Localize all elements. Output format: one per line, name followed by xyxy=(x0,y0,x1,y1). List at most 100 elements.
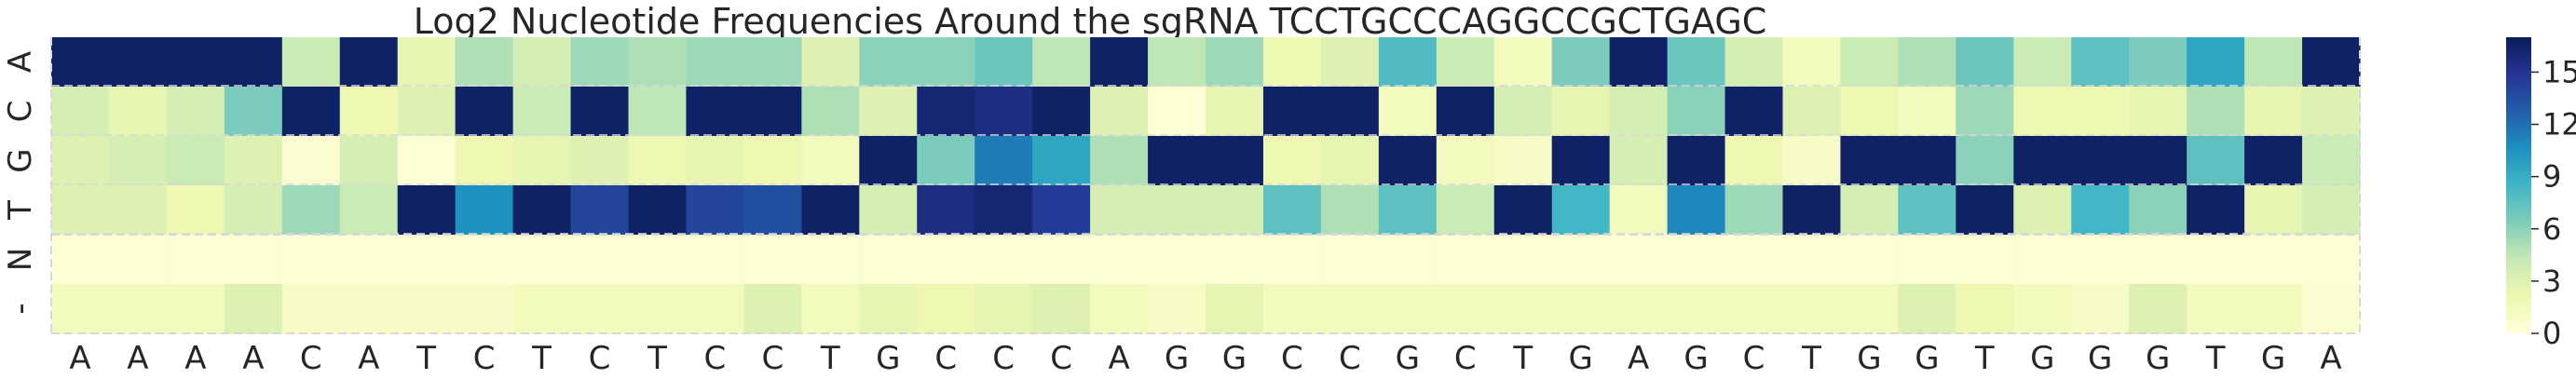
heatmap-cell-r1-c4 xyxy=(281,87,341,137)
heatmap-cell-r0-c21 xyxy=(1262,37,1322,88)
heatmap-cell-r0-c38 xyxy=(2244,37,2303,88)
heatmap-cell-r4-c30 xyxy=(1782,235,1842,285)
heatmap-cell-r1-c33 xyxy=(1956,87,2014,137)
heatmap-cell-r5-c1 xyxy=(108,284,168,334)
x-tick-label: C xyxy=(300,340,322,377)
heatmap-cell-r0-c22 xyxy=(1320,37,1380,88)
heatmap-cell-r2-c33 xyxy=(1956,136,2014,186)
heatmap-cell-r2-c34 xyxy=(2013,136,2072,186)
heatmap-cell-r5-c26 xyxy=(1551,284,1611,334)
heatmap-cell-r3-c10 xyxy=(628,185,688,236)
heatmap-cell-r0-c32 xyxy=(1898,37,1956,88)
heatmap-cell-r3-c8 xyxy=(512,185,572,236)
heatmap-cell-r2-c39 xyxy=(2302,136,2361,186)
heatmap-cell-r0-c7 xyxy=(455,37,514,88)
x-tick-label: C xyxy=(1743,340,1765,377)
x-tick-label: A xyxy=(242,340,264,377)
heatmap-cell-r4-c6 xyxy=(397,235,457,285)
heatmap-cell-r0-c30 xyxy=(1782,37,1842,88)
heatmap-cell-r5-c15 xyxy=(917,284,975,334)
x-tick-label: A xyxy=(127,340,148,377)
heatmap-cell-r0-c33 xyxy=(1956,37,2014,88)
heatmap-cell-r1-c36 xyxy=(2129,87,2188,137)
heatmap-cell-r5-c2 xyxy=(166,284,225,334)
heatmap-cell-r5-c25 xyxy=(1493,284,1553,334)
x-tick-label: A xyxy=(1628,340,1649,377)
heatmap-cell-r3-c28 xyxy=(1667,185,1726,236)
heatmap-cell-r3-c11 xyxy=(686,185,744,236)
heatmap-cell-r1-c14 xyxy=(859,87,918,137)
y-tick-label: T xyxy=(2,200,39,221)
heatmap-cell-r5-c14 xyxy=(859,284,918,334)
heatmap-cell-r0-c35 xyxy=(2071,37,2130,88)
heatmap-cell-r2-c24 xyxy=(1436,136,1495,186)
heatmap-cell-r4-c9 xyxy=(570,235,630,285)
heatmap-cell-r2-c36 xyxy=(2129,136,2188,186)
heatmap-cell-r2-c38 xyxy=(2244,136,2303,186)
x-tick-label: C xyxy=(589,340,611,377)
heatmap-cell-r3-c26 xyxy=(1551,185,1611,236)
colorbar-ticks: 0 3 6 9 12 15 xyxy=(2531,54,2576,351)
heatmap-cell-r3-c20 xyxy=(1206,185,1264,236)
x-tick-label: C xyxy=(934,340,957,377)
heatmap-cell-r0-c15 xyxy=(917,37,975,88)
y-tick-label: N xyxy=(2,248,39,271)
heatmap-cell-r1-c3 xyxy=(224,87,283,137)
heatmap-cell-r0-c19 xyxy=(1148,37,1206,88)
heatmap-cell-r2-c21 xyxy=(1262,136,1322,186)
x-tick-label: G xyxy=(876,340,900,377)
heatmap-cell-r1-c22 xyxy=(1320,87,1380,137)
heatmap-cell-r3-c5 xyxy=(339,185,399,236)
heatmap-cell-r2-c0 xyxy=(51,136,110,186)
heatmap-cell-r3-c30 xyxy=(1782,185,1842,236)
heatmap-cell-r1-c15 xyxy=(917,87,975,137)
heatmap-cell-r0-c3 xyxy=(224,37,283,88)
heatmap-cell-r4-c8 xyxy=(512,235,572,285)
heatmap-cell-r4-c5 xyxy=(339,235,399,285)
heatmap-cell-r5-c21 xyxy=(1262,284,1322,334)
x-tick-label: G xyxy=(2088,340,2112,377)
heatmap-cell-r4-c22 xyxy=(1320,235,1380,285)
heatmap-cell-r3-c27 xyxy=(1609,185,1669,236)
heatmap-cell-r1-c24 xyxy=(1436,87,1495,137)
heatmap-cell-r4-c13 xyxy=(801,235,860,285)
heatmap-cell-r3-c13 xyxy=(801,185,860,236)
heatmap-cell-r4-c33 xyxy=(1956,235,2014,285)
heatmap-cell-r1-c21 xyxy=(1262,87,1322,137)
heatmap-cell-r1-c7 xyxy=(455,87,514,137)
heatmap-cell-r3-c7 xyxy=(455,185,514,236)
heatmap-cell-r1-c2 xyxy=(166,87,225,137)
y-tick-label: A xyxy=(2,51,39,73)
heatmap-cell-r0-c27 xyxy=(1609,37,1669,88)
heatmap-cell-r5-c37 xyxy=(2187,284,2245,334)
heatmap-cell-r3-c36 xyxy=(2129,185,2188,236)
heatmap-cell-r2-c1 xyxy=(108,136,168,186)
heatmap-cell-r2-c35 xyxy=(2071,136,2130,186)
x-tick-label: G xyxy=(1222,340,1247,377)
heatmap-cell-r1-c32 xyxy=(1898,87,1956,137)
heatmap-cell-r4-c12 xyxy=(743,235,802,285)
heatmap-cell-r0-c10 xyxy=(628,37,688,88)
heatmap-cell-r1-c30 xyxy=(1782,87,1842,137)
heatmap-cell-r0-c2 xyxy=(166,37,225,88)
x-tick-label: T xyxy=(416,340,436,377)
heatmap-cell-r0-c13 xyxy=(801,37,860,88)
heatmap-cell-r0-c26 xyxy=(1551,37,1611,88)
heatmap-cell-r2-c18 xyxy=(1090,136,1149,186)
heatmap-cell-r5-c17 xyxy=(1032,284,1091,334)
heatmap-cell-r2-c20 xyxy=(1206,136,1264,186)
x-tick-label: A xyxy=(2320,340,2341,377)
heatmap-cell-r5-c28 xyxy=(1667,284,1726,334)
x-tick-label: C xyxy=(1339,340,1361,377)
heatmap-cell-r3-c24 xyxy=(1436,185,1495,236)
heatmap-cell-r0-c14 xyxy=(859,37,918,88)
heatmap-cell-r5-c3 xyxy=(224,284,283,334)
heatmap-cell-r2-c27 xyxy=(1609,136,1669,186)
heatmap-cell-r2-c12 xyxy=(743,136,802,186)
heatmap-cell-r5-c0 xyxy=(51,284,110,334)
colorbar-tick-label: 3 xyxy=(2542,264,2561,299)
heatmap-cell-r3-c12 xyxy=(743,185,802,236)
heatmap-cell-r4-c29 xyxy=(1724,235,1784,285)
heatmap-cell-r2-c31 xyxy=(1840,136,1899,186)
